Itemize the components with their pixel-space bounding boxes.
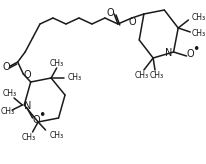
Text: O: O [32,115,40,125]
Text: •: • [38,110,45,123]
Text: CH₃: CH₃ [149,71,163,80]
Text: CH₃: CH₃ [49,132,63,141]
Text: CH₃: CH₃ [22,133,36,143]
Text: O: O [128,17,136,27]
Text: N: N [164,48,172,58]
Text: N: N [24,101,32,111]
Text: CH₃: CH₃ [49,59,63,68]
Text: O: O [106,8,114,18]
Text: CH₃: CH₃ [2,90,16,99]
Text: CH₃: CH₃ [134,72,148,81]
Text: O: O [3,62,10,72]
Text: CH₃: CH₃ [190,13,204,22]
Text: •: • [191,43,199,57]
Text: O: O [23,70,31,80]
Text: O: O [186,49,193,59]
Text: CH₃: CH₃ [0,107,14,116]
Text: CH₃: CH₃ [191,30,205,39]
Text: CH₃: CH₃ [68,73,82,82]
